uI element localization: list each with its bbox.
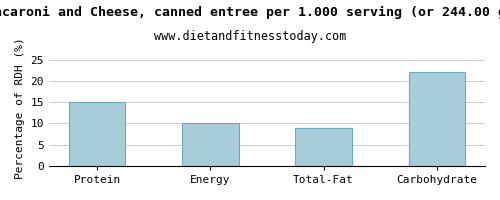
Bar [182, 123, 238, 166]
Bar [296, 128, 352, 166]
Text: www.dietandfitnesstoday.com: www.dietandfitnesstoday.com [154, 30, 346, 43]
Bar [408, 72, 465, 166]
Text: Macaroni and Cheese, canned entree per 1.000 serving (or 244.00 g): Macaroni and Cheese, canned entree per 1… [0, 6, 500, 19]
Bar [68, 102, 126, 166]
Y-axis label: Percentage of RDH (%): Percentage of RDH (%) [15, 38, 25, 179]
